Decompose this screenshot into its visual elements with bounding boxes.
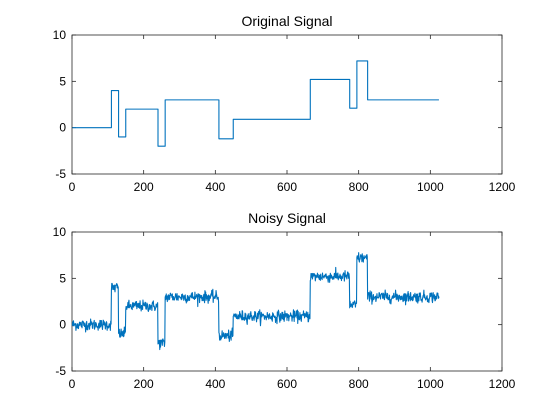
x-tick-label: 1200 <box>489 377 516 391</box>
x-tick-label: 200 <box>134 377 154 391</box>
x-axis: 0 200 400 600 800 1000 1200 <box>69 232 516 391</box>
y-tick-label: 0 <box>59 318 66 332</box>
y-tick-label: 10 <box>53 28 67 42</box>
y-tick-label: 0 <box>59 121 66 135</box>
y-axis: -5 0 5 10 <box>53 225 502 378</box>
x-tick-label: 800 <box>349 180 369 194</box>
y-tick-label: 5 <box>59 271 66 285</box>
subplot-noisy-signal: Noisy Signal 0 200 400 600 800 1000 1200 -5051… <box>53 210 516 391</box>
y-tick-label: 5 <box>59 74 66 88</box>
x-tick-label: 1000 <box>417 180 444 194</box>
y-axis: -5 0 5 10 <box>53 28 502 181</box>
x-axis: 0 200 400 600 800 1000 1200 <box>69 35 516 194</box>
x-tick-label: 200 <box>134 180 154 194</box>
axes-box <box>71 231 503 372</box>
subplot-original-signal: Original Signal 0 200 400 600 800 1000 1200 -5… <box>53 13 516 194</box>
series-line-original <box>72 60 439 147</box>
x-tick-label: 0 <box>69 180 76 194</box>
x-tick-label: 0 <box>69 377 76 391</box>
series-line-noisy <box>71 252 440 351</box>
y-tick-label: -5 <box>55 364 66 378</box>
x-tick-label: 600 <box>277 377 297 391</box>
x-tick-label: 800 <box>349 377 369 391</box>
x-tick-label: 600 <box>277 180 297 194</box>
y-tick-label: -5 <box>55 167 66 181</box>
x-tick-label: 400 <box>205 377 225 391</box>
axes-box <box>71 34 503 175</box>
chart-title: Noisy Signal <box>248 210 326 226</box>
x-tick-label: 1000 <box>417 377 444 391</box>
x-tick-label: 1200 <box>489 180 516 194</box>
y-tick-label: 10 <box>53 225 67 239</box>
chart-title: Original Signal <box>241 13 332 29</box>
x-tick-label: 400 <box>205 180 225 194</box>
